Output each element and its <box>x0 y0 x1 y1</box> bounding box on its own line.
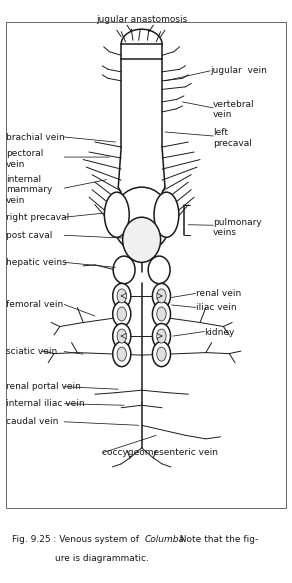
Ellipse shape <box>123 217 161 262</box>
Ellipse shape <box>117 329 126 343</box>
Ellipse shape <box>113 256 135 284</box>
Ellipse shape <box>152 324 171 349</box>
Text: pectoral
vein: pectoral vein <box>6 149 43 168</box>
Ellipse shape <box>105 192 129 237</box>
Text: right precaval: right precaval <box>6 213 69 222</box>
Ellipse shape <box>152 283 171 308</box>
Text: Columba: Columba <box>145 535 185 544</box>
Ellipse shape <box>113 342 131 367</box>
Text: . Note that the fig-: . Note that the fig- <box>174 535 258 544</box>
Ellipse shape <box>157 289 166 303</box>
Ellipse shape <box>148 256 170 284</box>
Text: internal iliac vein: internal iliac vein <box>6 399 84 408</box>
Text: iliac vein: iliac vein <box>196 303 236 312</box>
Text: jugular anastomosis: jugular anastomosis <box>96 15 187 24</box>
Text: internal
mammary
vein: internal mammary vein <box>6 175 52 205</box>
Text: renal vein: renal vein <box>196 289 241 298</box>
Ellipse shape <box>117 347 126 361</box>
Ellipse shape <box>157 347 166 361</box>
Ellipse shape <box>113 301 131 326</box>
Text: caudal vein: caudal vein <box>6 417 58 426</box>
Ellipse shape <box>154 192 179 237</box>
Text: post caval: post caval <box>6 231 52 240</box>
Ellipse shape <box>157 329 166 343</box>
Text: hepatic veins: hepatic veins <box>6 258 67 267</box>
Ellipse shape <box>152 301 171 326</box>
Ellipse shape <box>113 324 131 349</box>
Ellipse shape <box>152 342 171 367</box>
Text: coccygeomesenteric vein: coccygeomesenteric vein <box>102 448 218 458</box>
Text: Fig. 9.25 : Venous system of: Fig. 9.25 : Venous system of <box>12 535 142 544</box>
Ellipse shape <box>157 307 166 321</box>
Ellipse shape <box>117 289 126 303</box>
Ellipse shape <box>113 283 131 308</box>
Text: sciatic vein: sciatic vein <box>6 347 57 356</box>
Text: brachial vein: brachial vein <box>6 132 65 142</box>
Text: jugular  vein: jugular vein <box>210 66 267 75</box>
Text: ure is diagrammatic.: ure is diagrammatic. <box>55 554 149 563</box>
Text: vertebral
vein: vertebral vein <box>213 100 255 119</box>
Text: pulmonary
veins: pulmonary veins <box>213 217 262 237</box>
Ellipse shape <box>117 307 126 321</box>
Text: femoral vein: femoral vein <box>6 300 63 309</box>
Text: left
precaval: left precaval <box>213 128 252 147</box>
Text: renal portal vein: renal portal vein <box>6 382 81 391</box>
Ellipse shape <box>112 187 171 252</box>
Text: kidney: kidney <box>204 328 235 337</box>
